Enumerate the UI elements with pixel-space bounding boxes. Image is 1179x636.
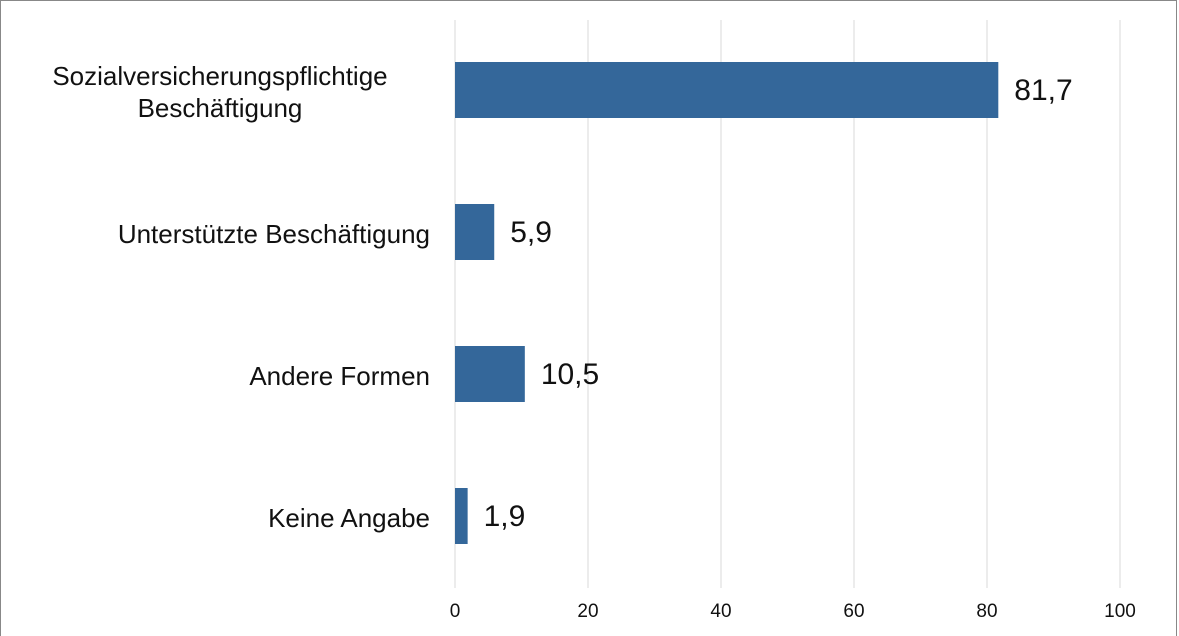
bar [455,488,468,544]
value-label: 5,9 [510,216,552,249]
x-tick-label: 40 [710,601,731,622]
category-label-box: Keine Angabe [10,502,430,534]
category-label-box: Sozialversicherungspflichtige Beschäftig… [10,60,430,124]
value-label: 10,5 [541,358,599,391]
value-label: 1,9 [484,500,526,533]
x-tick-label: 0 [450,601,461,622]
bar [455,346,525,402]
value-label: 81,7 [1014,74,1072,107]
category-label-box: Unterstützte Beschäftigung [10,218,430,250]
x-tick-label: 60 [843,601,864,622]
y-tick-label: Keine Angabe [268,503,430,533]
x-tick-label: 20 [577,601,598,622]
y-tick-label: Andere Formen [249,361,430,391]
bar [455,204,495,260]
category-label-box: Andere Formen [10,360,430,392]
y-tick-label: Unterstützte Beschäftigung [117,219,430,249]
x-tick-label: 100 [1104,601,1136,622]
bar [455,62,999,118]
x-tick-label: 80 [976,601,997,622]
y-tick-label: Sozialversicherungspflichtige Beschäftig… [52,61,388,123]
